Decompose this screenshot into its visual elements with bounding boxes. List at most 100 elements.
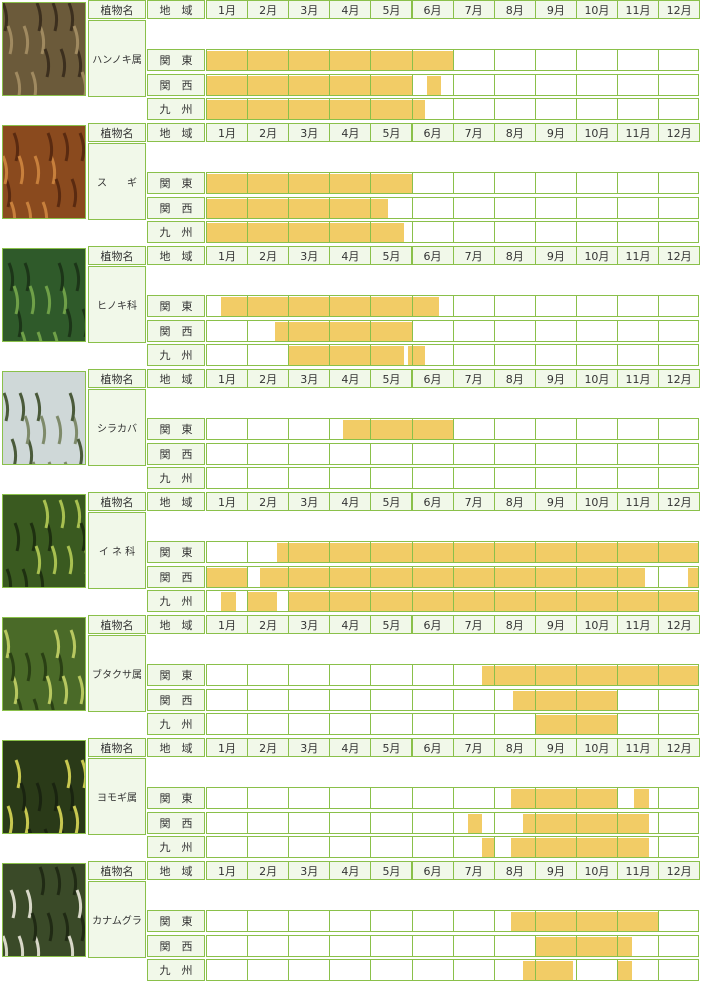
region-row-kanto (206, 172, 699, 194)
month-header: 4月 (329, 0, 372, 19)
month-header: 1月 (206, 861, 249, 880)
month-gridline (658, 837, 660, 857)
month-header: 3月 (288, 246, 331, 265)
month-gridline (534, 468, 536, 488)
month-gridline (329, 813, 331, 833)
month-gridline (288, 960, 290, 980)
region-label-kansai: 関 西 (147, 74, 205, 96)
month-gridline (658, 345, 660, 365)
month-gridline (617, 75, 618, 95)
month-gridline (534, 911, 536, 931)
pollen-period-bar (207, 51, 454, 70)
month-gridline (329, 50, 331, 70)
region-row-kyushu (206, 467, 699, 489)
month-gridline (370, 296, 372, 316)
month-gridline (617, 321, 618, 341)
month-gridline (658, 444, 660, 464)
month-gridline (288, 911, 290, 931)
month-gridline (411, 567, 413, 587)
month-gridline (575, 690, 577, 710)
month-header: 1月 (206, 246, 249, 265)
month-gridline (288, 345, 290, 365)
month-gridline (370, 75, 372, 95)
month-header: 4月 (329, 861, 372, 880)
month-gridline (452, 222, 454, 242)
month-gridline (617, 99, 618, 119)
month-gridline (329, 960, 331, 980)
month-gridline (534, 321, 536, 341)
month-gridline (247, 960, 249, 980)
month-gridline (493, 714, 495, 734)
region-label-kanto: 関 東 (147, 172, 205, 194)
month-header: 3月 (288, 0, 331, 19)
plant-block: 植物名地 域 1月 2月 3月 4月 5月 6月 7月 8月 9月 10月 11月 12月 シラカバ関 東… (0, 369, 701, 492)
month-header: 1月 (206, 738, 249, 757)
month-gridline (288, 714, 290, 734)
region-row-kansai (206, 320, 699, 342)
month-header: 1月 (206, 615, 249, 634)
month-gridline (411, 468, 413, 488)
month-header: 11月 (617, 492, 660, 511)
month-gridline (370, 591, 372, 611)
month-gridline (617, 911, 618, 931)
month-gridline (493, 591, 495, 611)
month-gridline (493, 75, 495, 95)
month-gridline (534, 837, 536, 857)
month-header: 8月 (493, 615, 536, 634)
month-header: 1月 (206, 369, 249, 388)
plant-name: シラカバ (88, 389, 146, 466)
month-gridline (658, 99, 660, 119)
month-gridline (534, 567, 536, 587)
month-gridline (493, 50, 495, 70)
month-header: 10月 (575, 123, 618, 142)
month-gridline (575, 788, 577, 808)
month-header: 4月 (329, 246, 372, 265)
month-gridline (658, 960, 660, 980)
month-gridline (534, 813, 536, 833)
month-header: 2月 (247, 615, 290, 634)
month-header: 9月 (534, 246, 577, 265)
month-gridline (658, 911, 660, 931)
month-gridline (617, 665, 618, 685)
month-gridline (411, 222, 413, 242)
mugwort-photo (2, 740, 86, 834)
month-gridline (452, 788, 454, 808)
month-gridline (329, 837, 331, 857)
month-gridline (247, 788, 249, 808)
month-header: 8月 (493, 369, 536, 388)
month-header: 8月 (493, 738, 536, 757)
header-plant-name: 植物名 (88, 369, 146, 388)
month-header: 6月 (411, 492, 454, 511)
month-gridline (575, 198, 577, 218)
region-row-kansai (206, 74, 699, 96)
month-header: 7月 (452, 492, 495, 511)
month-gridline (658, 198, 660, 218)
month-gridline (452, 444, 454, 464)
month-gridline (247, 173, 249, 193)
month-gridline (452, 50, 454, 70)
month-header: 2月 (247, 492, 290, 511)
month-gridline (452, 542, 454, 562)
month-gridline (288, 690, 290, 710)
header-plant-name: 植物名 (88, 123, 146, 142)
plant-block: 植物名地 域 1月 2月 3月 4月 5月 6月 7月 8月 9月 10月 11月 12月 ブタクサ属関 … (0, 615, 701, 738)
month-gridline (411, 665, 413, 685)
month-gridline (452, 911, 454, 931)
plant-block: 植物名地 域 1月 2月 3月 4月 5月 6月 7月 8月 9月 10月 11月 12月 ヨモギ属関 東… (0, 738, 701, 861)
pollen-period-bar (467, 814, 483, 833)
month-header: 1月 (206, 492, 249, 511)
month-gridline (329, 296, 331, 316)
pollen-period-bar (634, 789, 649, 808)
month-header: 2月 (247, 861, 290, 880)
month-gridline (411, 591, 413, 611)
month-gridline (370, 567, 372, 587)
month-header: 5月 (370, 246, 413, 265)
month-gridline (534, 542, 536, 562)
month-gridline (411, 50, 413, 70)
header-region: 地 域 (147, 246, 205, 265)
region-label-kyushu: 九 州 (147, 221, 205, 243)
month-gridline (493, 960, 495, 980)
month-gridline (329, 222, 331, 242)
month-header: 10月 (575, 0, 618, 19)
header-region: 地 域 (147, 0, 205, 19)
